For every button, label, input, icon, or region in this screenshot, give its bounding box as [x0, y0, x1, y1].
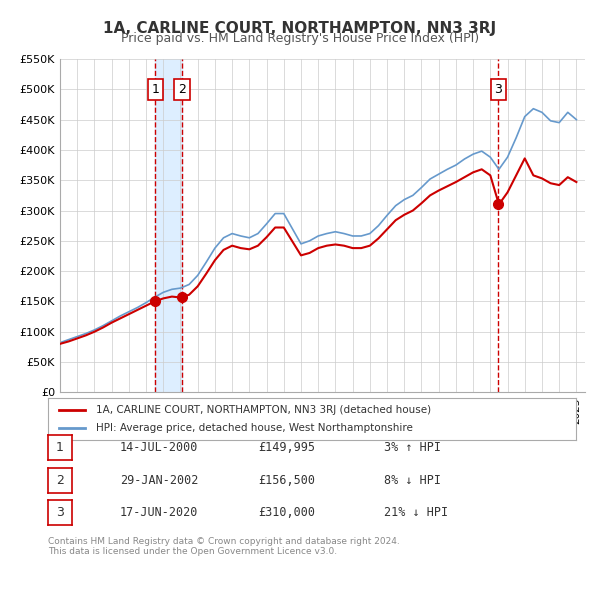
- Text: £156,500: £156,500: [258, 474, 315, 487]
- Text: 3: 3: [494, 83, 502, 96]
- Text: £310,000: £310,000: [258, 506, 315, 519]
- Text: 2: 2: [56, 474, 64, 487]
- Text: 3% ↑ HPI: 3% ↑ HPI: [384, 441, 441, 454]
- Text: 1: 1: [56, 441, 64, 454]
- Text: 1A, CARLINE COURT, NORTHAMPTON, NN3 3RJ: 1A, CARLINE COURT, NORTHAMPTON, NN3 3RJ: [103, 21, 497, 35]
- Text: 3: 3: [56, 506, 64, 519]
- Text: 29-JAN-2002: 29-JAN-2002: [120, 474, 199, 487]
- Text: 21% ↓ HPI: 21% ↓ HPI: [384, 506, 448, 519]
- Text: 2: 2: [178, 83, 186, 96]
- Text: £149,995: £149,995: [258, 441, 315, 454]
- Text: 8% ↓ HPI: 8% ↓ HPI: [384, 474, 441, 487]
- Text: 17-JUN-2020: 17-JUN-2020: [120, 506, 199, 519]
- Text: This data is licensed under the Open Government Licence v3.0.: This data is licensed under the Open Gov…: [48, 547, 337, 556]
- Bar: [155, 59, 182, 392]
- Text: 1: 1: [151, 83, 159, 96]
- Text: 14-JUL-2000: 14-JUL-2000: [120, 441, 199, 454]
- Text: Contains HM Land Registry data © Crown copyright and database right 2024.: Contains HM Land Registry data © Crown c…: [48, 537, 400, 546]
- Text: 1A, CARLINE COURT, NORTHAMPTON, NN3 3RJ (detached house): 1A, CARLINE COURT, NORTHAMPTON, NN3 3RJ …: [95, 405, 431, 415]
- Text: Price paid vs. HM Land Registry's House Price Index (HPI): Price paid vs. HM Land Registry's House …: [121, 32, 479, 45]
- Text: HPI: Average price, detached house, West Northamptonshire: HPI: Average price, detached house, West…: [95, 423, 412, 433]
